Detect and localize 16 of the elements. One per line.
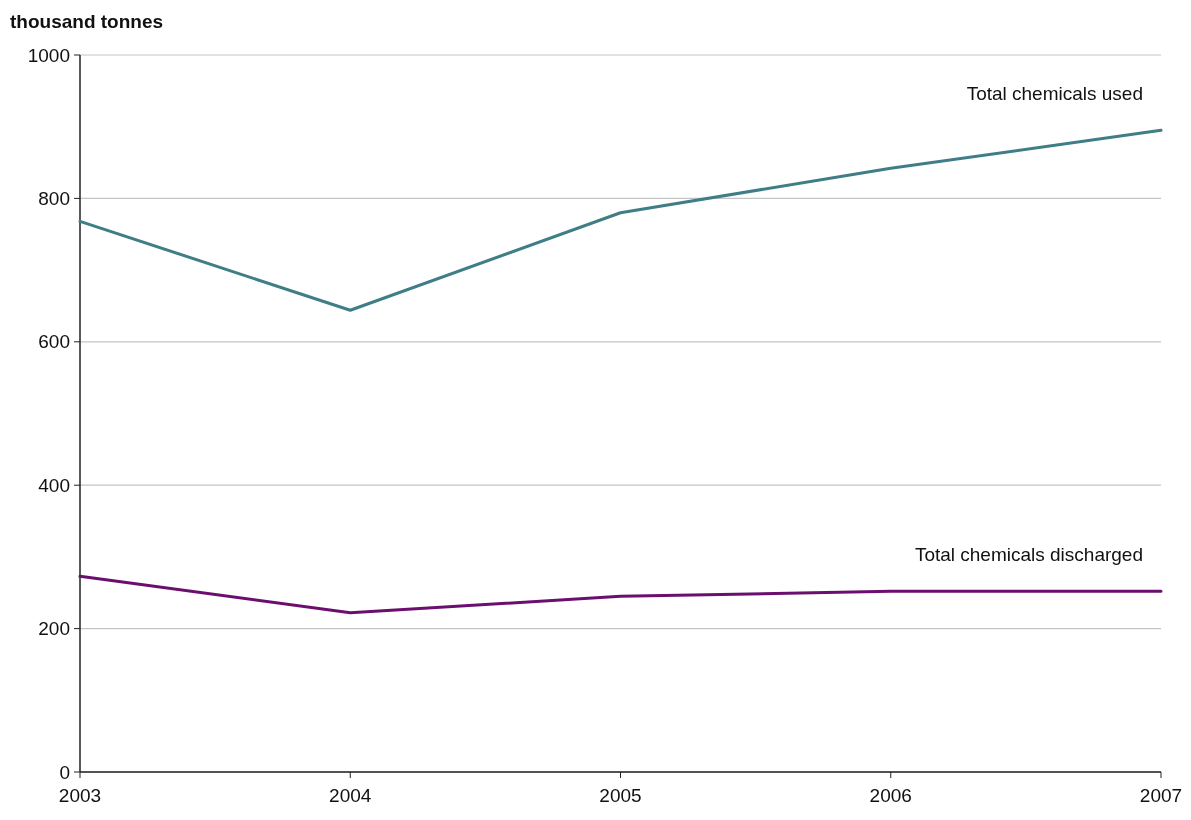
- y-tick-label: 1000: [27, 44, 70, 66]
- y-tick-label: 200: [38, 618, 70, 640]
- x-tick-label: 2005: [599, 785, 642, 806]
- y-tick-label: 800: [38, 188, 70, 210]
- y-tick-label: 600: [38, 331, 70, 353]
- series-label: Total chemicals used: [966, 83, 1143, 105]
- series-label: Total chemicals discharged: [914, 544, 1143, 566]
- y-axis-title: thousand tonnes: [10, 11, 164, 32]
- x-tick-label: 2007: [1139, 785, 1183, 806]
- line-series: [78, 574, 1163, 615]
- y-tick-label: 400: [38, 474, 70, 496]
- y-tick-label: 0: [59, 761, 70, 783]
- x-tick-label: 2003: [58, 785, 102, 806]
- line-series: [78, 128, 1163, 312]
- x-tick-label: 2004: [329, 785, 372, 806]
- x-tick-label: 2006: [869, 785, 912, 806]
